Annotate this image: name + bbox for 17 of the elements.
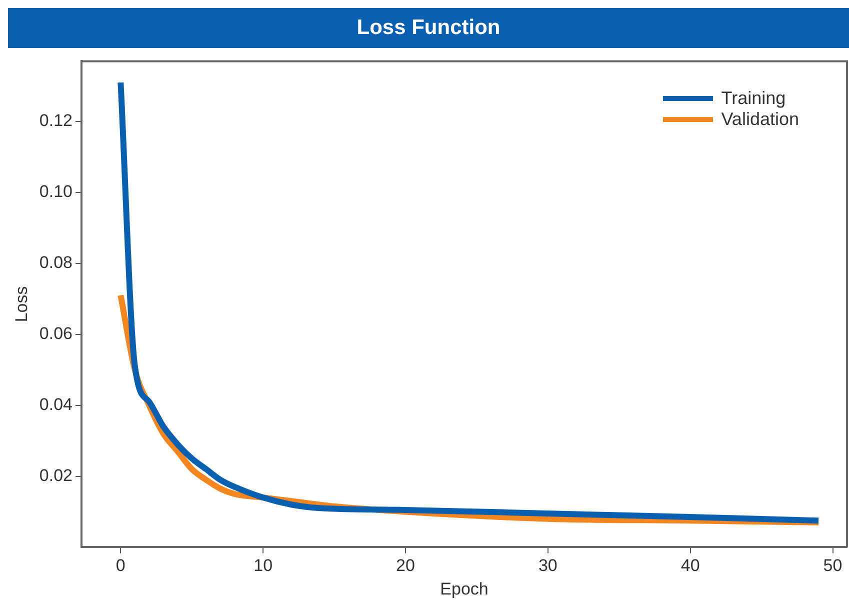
y-tick-label: 0.08 [39,253,72,272]
y-tick-label: 0.06 [39,324,72,344]
y-tick-label: 0.02 [39,466,72,485]
x-tick-label: 0 [116,556,126,576]
chart-title: Loss Function [8,8,849,48]
x-axis-title: Epoch [440,579,488,598]
x-tick-label: 30 [538,556,558,576]
x-tick-label: 40 [680,556,700,576]
legend-label: Validation [721,109,799,130]
y-tick-label: 0.12 [39,111,72,130]
x-tick-label: 50 [823,556,842,576]
y-tick-label: 0.04 [39,394,72,414]
legend-label: Training [721,88,786,109]
y-tick-label: 0.10 [39,182,72,202]
y-axis-title: Loss [12,286,31,322]
x-tick-label: 20 [396,556,415,576]
x-tick-label: 10 [254,556,273,576]
